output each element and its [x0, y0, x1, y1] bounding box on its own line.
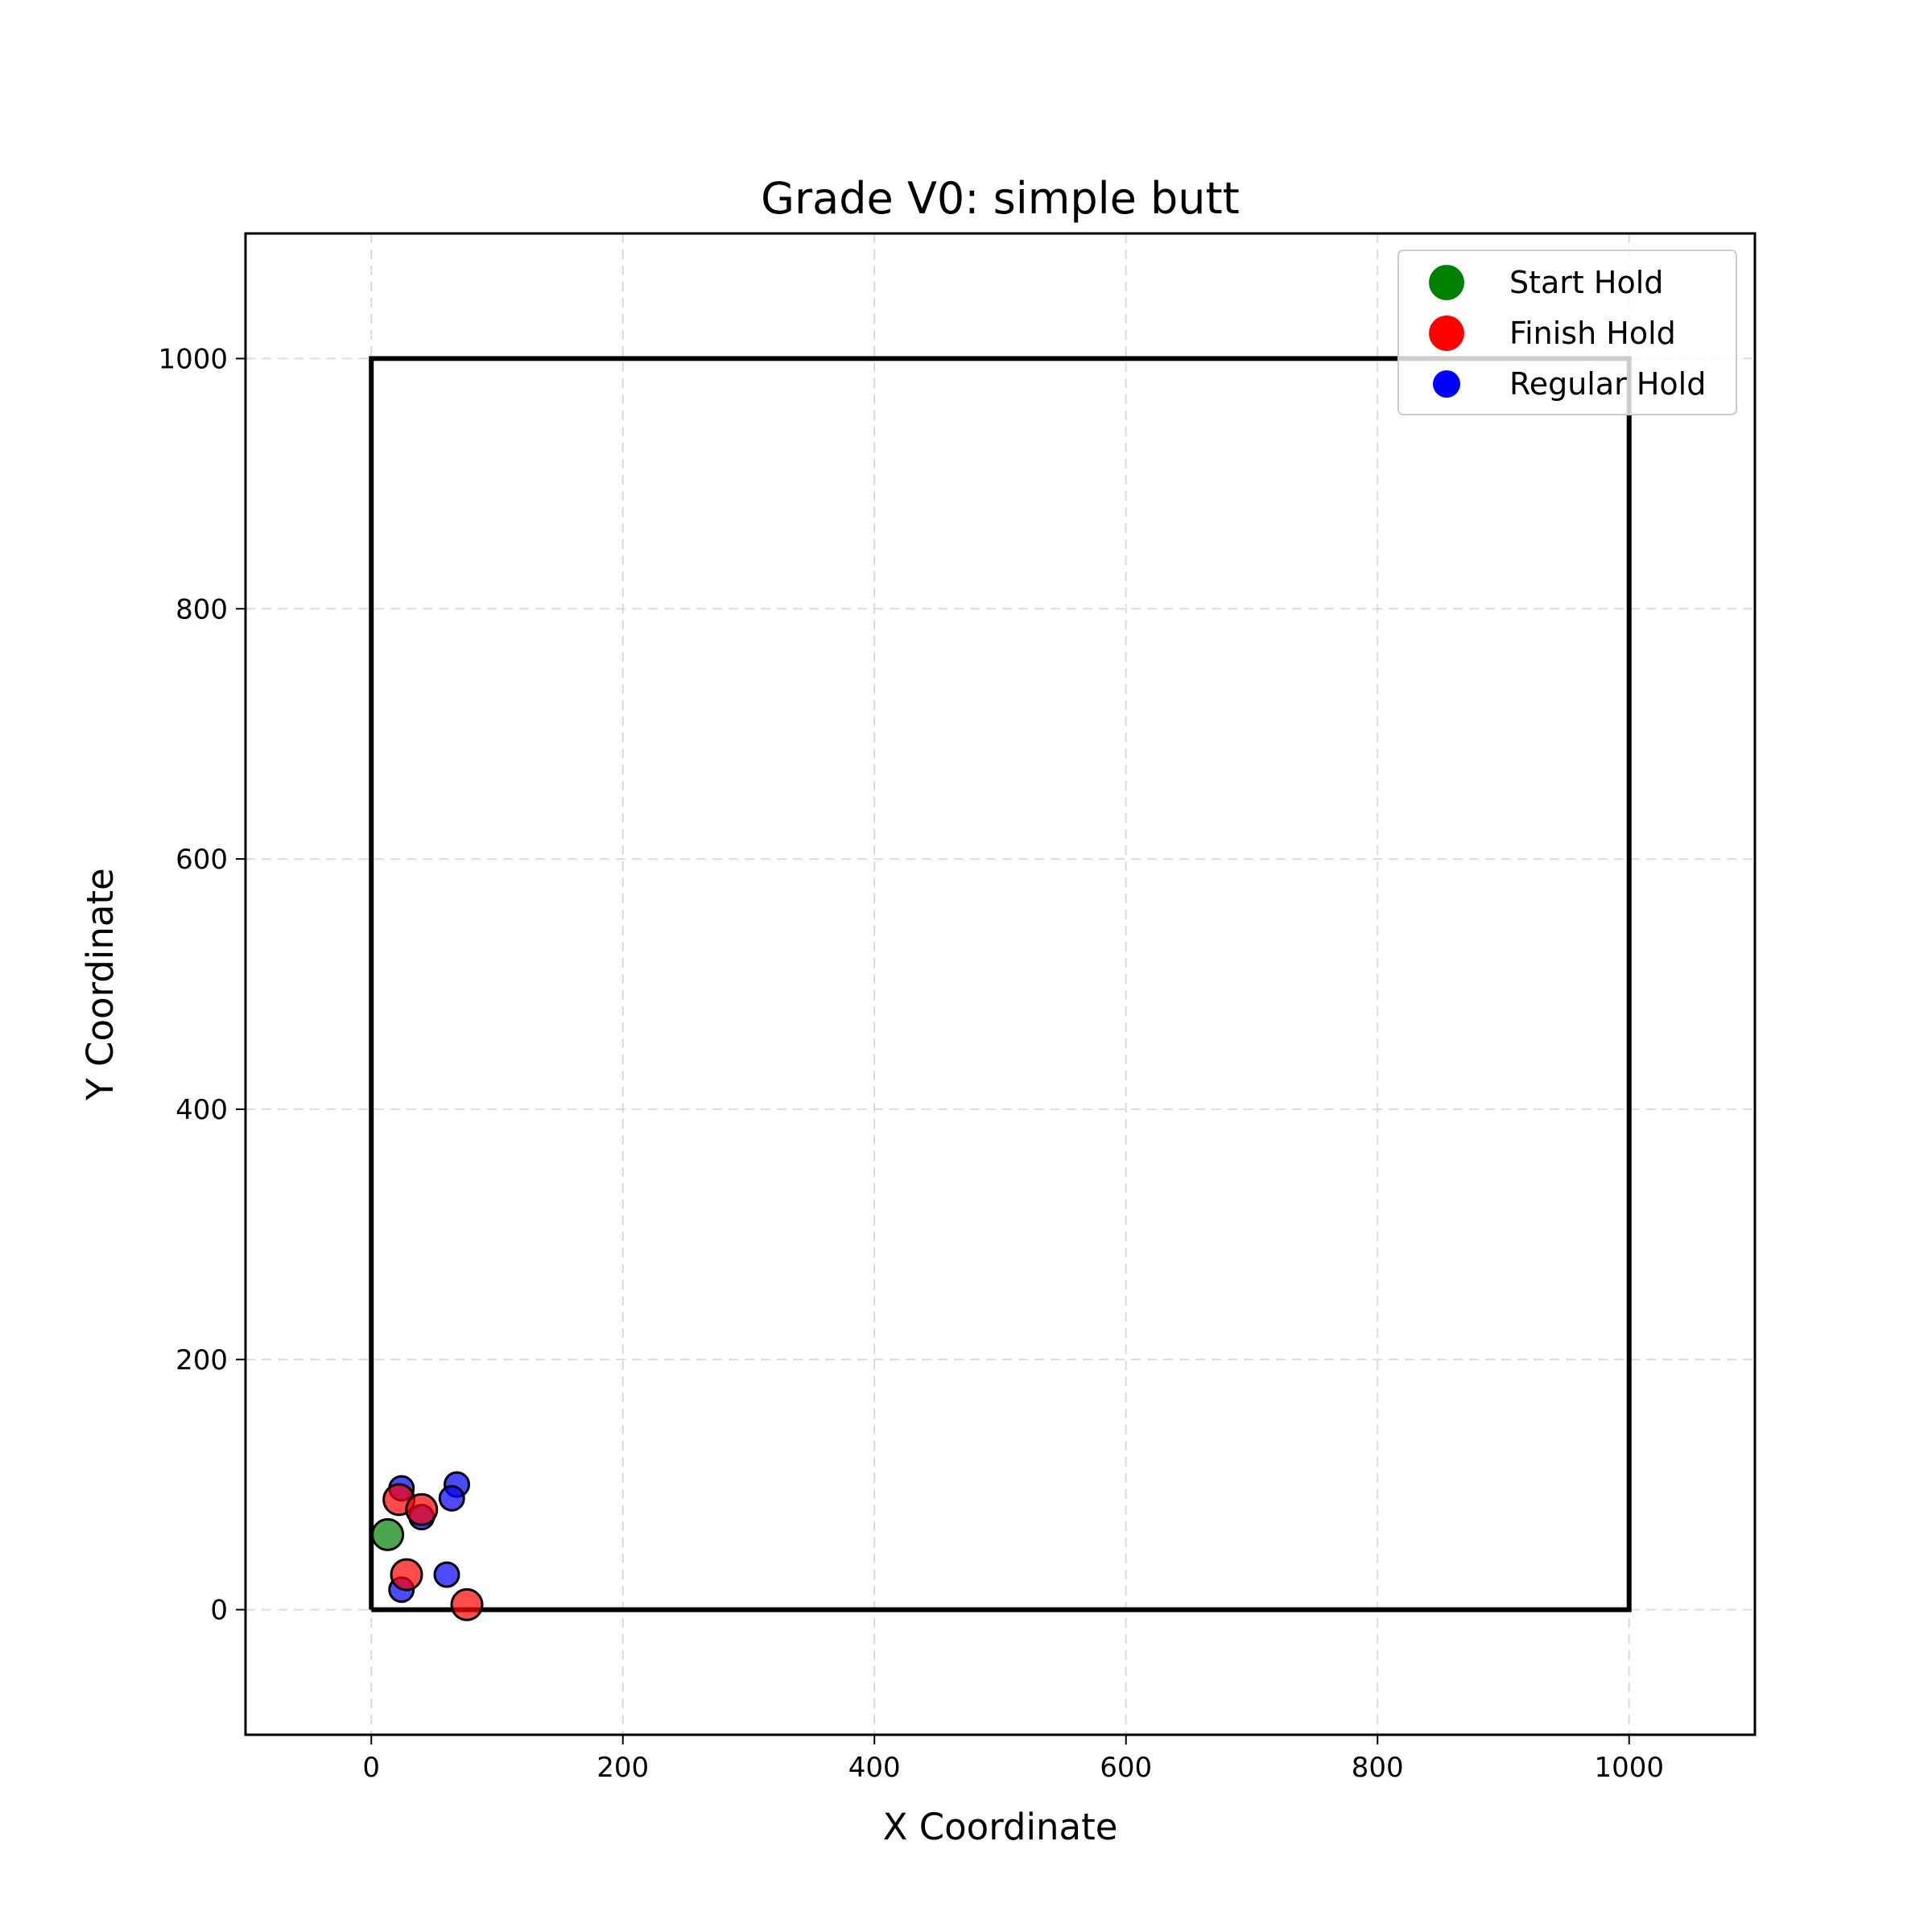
y-tick-label: 200	[175, 1344, 228, 1377]
legend-box	[1397, 250, 1737, 415]
x-tick-label: 200	[597, 1752, 649, 1784]
regular-hold-point	[433, 1561, 460, 1588]
y-tick-label: 0	[210, 1595, 228, 1627]
y-tick-label: 600	[175, 844, 228, 876]
x-tick-label: 0	[362, 1752, 380, 1784]
finish-hold-point	[405, 1492, 439, 1526]
legend: Start Hold Finish Hold Regular Hold	[1397, 250, 1737, 415]
scatter-points	[371, 1471, 484, 1621]
legend-label-start-hold: Start Hold	[1509, 265, 1663, 300]
y-axis-label: Y Coordinate	[79, 868, 122, 1100]
ticks: 0 200 400 600 800 1000 0 200 400 600 800 1000	[158, 343, 1664, 1784]
finish-hold-point	[390, 1558, 423, 1591]
legend-label-regular-hold: Regular Hold	[1509, 366, 1706, 402]
legend-marker-regular-hold	[1433, 370, 1460, 398]
legend-marker-start-hold	[1429, 265, 1464, 300]
x-tick-label: 800	[1352, 1752, 1404, 1784]
legend-label-finish-hold: Finish Hold	[1509, 316, 1676, 351]
x-tick-label: 1000	[1594, 1752, 1664, 1784]
finish-hold-point	[450, 1587, 484, 1621]
axes-frame	[244, 232, 1757, 1736]
y-tick-label: 1000	[158, 343, 228, 375]
chart-title: Grade V0: simple butt	[761, 173, 1240, 224]
legend-marker-finish-hold	[1429, 316, 1464, 351]
x-tick-label: 600	[1100, 1752, 1152, 1784]
regular-hold-point	[438, 1484, 465, 1512]
y-tick-label: 800	[175, 593, 228, 625]
y-tick-label: 400	[175, 1094, 228, 1126]
start-hold-point	[371, 1517, 405, 1551]
x-tick-label: 400	[848, 1752, 901, 1784]
x-axis-label: X Coordinate	[883, 1806, 1118, 1848]
